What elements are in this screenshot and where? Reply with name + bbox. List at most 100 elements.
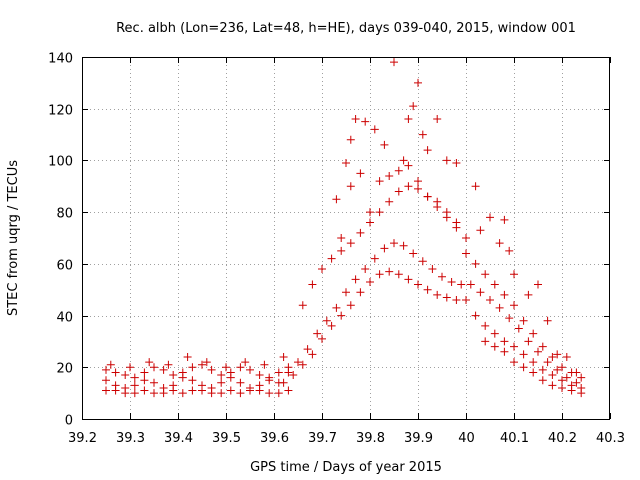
data-point: [471, 311, 480, 320]
data-point: [102, 376, 110, 385]
x-tick-label: 40.3: [596, 431, 625, 446]
data-point: [414, 184, 422, 193]
y-tick-label: 80: [56, 207, 73, 222]
data-point: [361, 117, 370, 126]
data-point: [130, 373, 139, 382]
y-axis-label: STEC from uqrg / TECUs: [6, 160, 21, 316]
data-point: [159, 383, 168, 392]
data-point: [169, 371, 178, 380]
data-point: [102, 386, 110, 395]
data-point: [226, 386, 235, 395]
data-point: [529, 358, 538, 367]
data-point: [433, 197, 442, 206]
data-point: [274, 389, 283, 398]
data-point: [366, 208, 374, 217]
data-point: [298, 360, 307, 369]
data-point: [337, 234, 346, 242]
x-axis-label: GPS time / Days of year 2015: [250, 460, 442, 475]
data-point: [529, 329, 538, 338]
data-point: [198, 381, 206, 390]
data-point: [246, 365, 254, 374]
data-point: [433, 290, 442, 299]
data-point: [130, 389, 139, 398]
data-point: [284, 368, 293, 377]
data-point: [423, 285, 432, 294]
y-tick-label: 0: [65, 414, 73, 429]
data-point: [337, 311, 346, 320]
data-point: [126, 363, 134, 372]
y-tick-label: 120: [48, 104, 73, 119]
data-point: [111, 381, 120, 390]
data-point: [318, 334, 326, 343]
data-point: [495, 239, 504, 248]
data-point: [404, 275, 413, 284]
data-point: [577, 373, 586, 382]
data-point: [510, 358, 518, 367]
data-point: [538, 365, 547, 374]
data-point: [188, 376, 197, 385]
data-point: [303, 345, 312, 354]
data-point: [423, 192, 432, 201]
data-point: [361, 265, 370, 274]
data-point: [510, 301, 518, 310]
data-point: [534, 347, 542, 356]
data-point: [318, 265, 326, 274]
data-point: [414, 280, 422, 289]
data-point: [236, 389, 245, 398]
data-point: [452, 296, 461, 305]
data-point: [308, 280, 317, 289]
data-point: [562, 352, 571, 361]
data-point: [514, 324, 523, 333]
x-tick-label: 40: [458, 431, 475, 446]
data-point: [418, 257, 427, 266]
data-point: [255, 371, 264, 380]
x-tick-label: 39.7: [308, 431, 337, 446]
data-point: [236, 363, 245, 372]
data-point: [332, 303, 341, 312]
data-point: [495, 303, 504, 312]
data-point: [294, 358, 302, 367]
x-tick-label: 39.6: [260, 431, 289, 446]
data-point: [572, 368, 581, 377]
data-point: [342, 159, 350, 168]
data-point: [274, 368, 283, 377]
data-point: [481, 321, 490, 330]
data-point: [409, 102, 418, 111]
data-point: [462, 234, 470, 242]
data-point: [279, 352, 288, 361]
data-point: [414, 177, 422, 186]
data-point: [466, 280, 475, 289]
data-point: [399, 156, 408, 165]
data-point: [356, 228, 365, 237]
data-point: [500, 337, 509, 346]
x-tick-label: 39.3: [116, 431, 145, 446]
data-point: [562, 373, 571, 382]
data-point: [298, 301, 307, 310]
data-point: [111, 368, 120, 377]
data-point: [265, 373, 274, 382]
data-point: [351, 275, 360, 284]
data-point: [404, 161, 413, 170]
data-point: [529, 368, 538, 377]
data-point: [150, 389, 158, 398]
data-point: [140, 386, 149, 395]
data-point: [202, 358, 211, 367]
data-point: [346, 135, 355, 144]
data-point: [519, 363, 528, 372]
data-point: [519, 350, 528, 359]
data-point: [577, 389, 586, 398]
data-point: [457, 280, 466, 289]
data-point: [385, 267, 394, 276]
data-point: [486, 213, 494, 222]
data-point: [390, 58, 398, 67]
data-point: [279, 378, 288, 387]
data-point: [553, 350, 562, 359]
data-point: [102, 365, 110, 374]
data-point: [226, 368, 235, 377]
data-point: [327, 254, 336, 263]
data-point: [433, 115, 442, 124]
x-tick-label: 39.8: [356, 431, 385, 446]
data-point: [222, 363, 230, 372]
data-point: [322, 316, 331, 325]
